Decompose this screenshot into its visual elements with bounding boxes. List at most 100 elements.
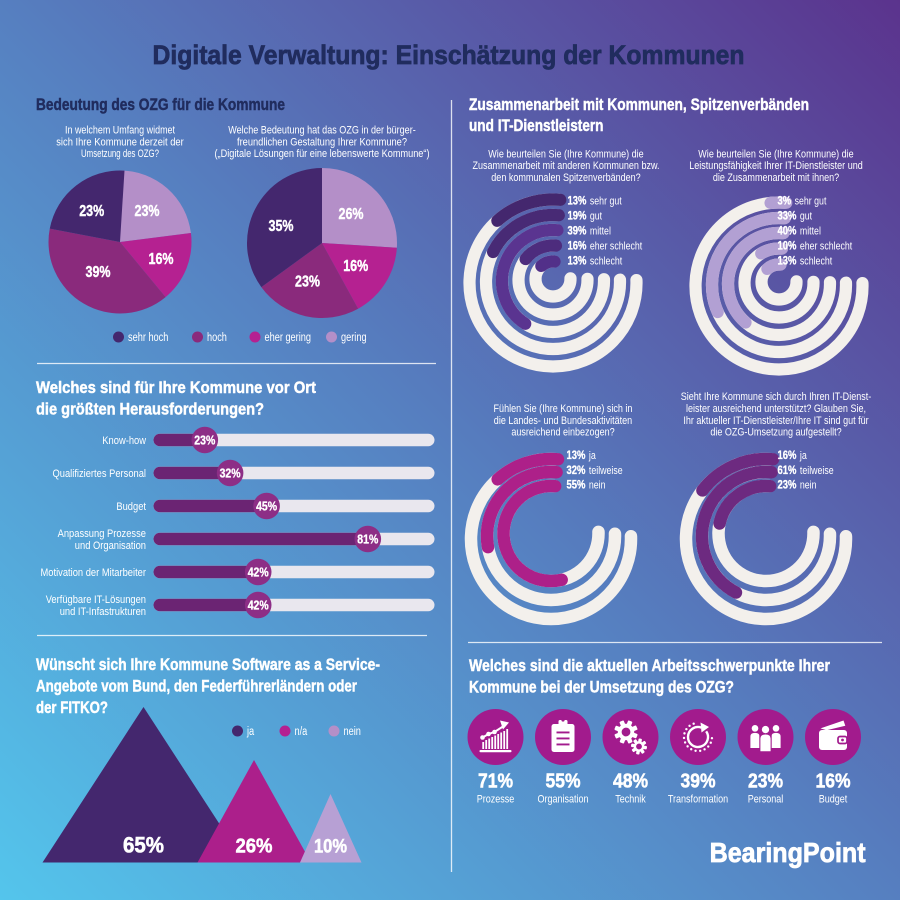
svg-text:16%: 16% xyxy=(778,450,797,462)
svg-text:61%: 61% xyxy=(778,465,797,477)
svg-text:eher schlecht: eher schlecht xyxy=(590,241,642,253)
svg-text:13%: 13% xyxy=(778,256,797,268)
svg-text:81%: 81% xyxy=(357,533,378,547)
svg-text:ja: ja xyxy=(588,450,596,462)
svg-text:Zusammenarbeit mit Kommunen, S: Zusammenarbeit mit Kommunen, Spitzenverb… xyxy=(469,95,809,114)
svg-text:teilweise: teilweise xyxy=(800,465,834,477)
svg-text:nein: nein xyxy=(800,480,817,492)
svg-text:eher gering: eher gering xyxy=(265,332,312,344)
svg-text:leister ausreichend unterstütz: leister ausreichend unterstützt? Glauben… xyxy=(686,403,866,415)
svg-text:Motivation der Mitarbeiter: Motivation der Mitarbeiter xyxy=(41,567,147,579)
svg-text:Wie beurteilen Sie (Ihre Kommu: Wie beurteilen Sie (Ihre Kommune) die xyxy=(698,148,853,160)
svg-text:Verfügbare IT-Lösungen: Verfügbare IT-Lösungen xyxy=(46,594,146,606)
svg-text:23%: 23% xyxy=(778,480,797,492)
svg-text:gering: gering xyxy=(341,332,367,344)
svg-text:freundlichen Gestaltung Ihrer: freundlichen Gestaltung Ihrer Kommune? xyxy=(237,136,407,148)
svg-text:55%: 55% xyxy=(567,480,586,492)
svg-text:mittel: mittel xyxy=(800,226,821,238)
svg-text:teilweise: teilweise xyxy=(589,465,623,477)
svg-text:Umsetzung des OZG?: Umsetzung des OZG? xyxy=(81,148,159,160)
svg-text:sehr gut: sehr gut xyxy=(590,196,622,208)
svg-text:10%: 10% xyxy=(314,837,347,858)
svg-text:und IT-Dienstleistern: und IT-Dienstleistern xyxy=(469,116,604,135)
svg-text:Bedeutung des OZG für die Komm: Bedeutung des OZG für die Kommune xyxy=(36,95,285,114)
svg-text:sich Ihre Kommune derzeit der: sich Ihre Kommune derzeit der xyxy=(56,136,184,148)
svg-text:Wünscht sich Ihre Kommune Soft: Wünscht sich Ihre Kommune Software as a … xyxy=(36,655,380,674)
svg-text:gut: gut xyxy=(800,211,812,223)
svg-text:und Organisation: und Organisation xyxy=(75,540,146,552)
svg-text:23%: 23% xyxy=(79,203,104,220)
svg-text:mittel: mittel xyxy=(590,226,611,238)
svg-text:16%: 16% xyxy=(568,241,587,253)
svg-text:schlecht: schlecht xyxy=(800,256,832,268)
svg-text:13%: 13% xyxy=(567,450,586,462)
svg-text:23%: 23% xyxy=(194,434,215,448)
svg-text:19%: 19% xyxy=(568,211,587,223)
svg-text:55%: 55% xyxy=(546,770,581,793)
svg-text:Sieht Ihre Kommune sich durch: Sieht Ihre Kommune sich durch Ihren IT-D… xyxy=(681,391,872,403)
svg-text:die Landes- und Bundesaktivitä: die Landes- und Bundesaktivitäten xyxy=(494,415,632,427)
svg-text:nein: nein xyxy=(589,480,606,492)
svg-text:nein: nein xyxy=(344,726,361,738)
svg-text:10%: 10% xyxy=(778,241,797,253)
svg-text:Leistungsfähigkeit Ihrer IT-Di: Leistungsfähigkeit Ihrer IT-Dienstleiste… xyxy=(689,160,863,172)
svg-text:und IT-Infastrukturen: und IT-Infastrukturen xyxy=(60,606,146,618)
svg-text:40%: 40% xyxy=(778,226,797,238)
svg-text:ja: ja xyxy=(246,726,254,738)
svg-text:Welches sind für Ihre Kommune: Welches sind für Ihre Kommune vor Ort xyxy=(36,378,316,397)
svg-text:65%: 65% xyxy=(123,833,164,858)
svg-text:schlecht: schlecht xyxy=(590,256,622,268)
svg-text:Wie beurteilen Sie (Ihre Kommu: Wie beurteilen Sie (Ihre Kommune) die xyxy=(488,148,643,160)
svg-text:BearingPoint: BearingPoint xyxy=(710,837,866,868)
svg-text:42%: 42% xyxy=(248,566,269,580)
svg-text:16%: 16% xyxy=(816,770,851,793)
svg-text:26%: 26% xyxy=(339,206,364,223)
svg-text:23%: 23% xyxy=(295,274,320,291)
svg-text:71%: 71% xyxy=(478,770,513,793)
svg-text:Budget: Budget xyxy=(116,501,146,513)
svg-text:Technik: Technik xyxy=(615,794,646,806)
svg-text:32%: 32% xyxy=(220,467,241,481)
svg-text:Know-how: Know-how xyxy=(102,435,146,447)
svg-text:Prozesse: Prozesse xyxy=(477,794,515,806)
svg-text:n/a: n/a xyxy=(295,726,308,738)
svg-text:13%: 13% xyxy=(568,256,587,268)
svg-text:den kommunalen Spitzenverbände: den kommunalen Spitzenverbänden? xyxy=(491,172,640,184)
svg-text:Welches sind die aktuellen Arb: Welches sind die aktuellen Arbeitsschwer… xyxy=(469,656,830,675)
svg-text:Digitale Verwaltung: Einschätz: Digitale Verwaltung: Einschätzung der Ko… xyxy=(153,40,745,70)
svg-text:Anpassung Prozesse: Anpassung Prozesse xyxy=(58,528,146,540)
svg-text:(„Digitale Lösungen für eine l: („Digitale Lösungen für eine lebenswerte… xyxy=(215,148,430,160)
svg-text:39%: 39% xyxy=(86,264,111,281)
svg-text:ja: ja xyxy=(799,450,807,462)
svg-text:23%: 23% xyxy=(748,770,783,793)
svg-text:Angebote vom Bund, den Federfü: Angebote vom Bund, den Federführerländer… xyxy=(36,677,357,696)
svg-text:der FITKO?: der FITKO? xyxy=(36,698,108,717)
svg-text:16%: 16% xyxy=(149,251,174,268)
svg-text:39%: 39% xyxy=(681,770,716,793)
svg-text:23%: 23% xyxy=(135,203,160,220)
svg-text:35%: 35% xyxy=(269,218,294,235)
svg-text:eher schlecht: eher schlecht xyxy=(800,241,852,253)
svg-text:Welche Bedeutung hat das OZG i: Welche Bedeutung hat das OZG in der bürg… xyxy=(228,125,416,137)
svg-text:Zusammenarbeit mit anderen Kom: Zusammenarbeit mit anderen Kommunen bzw. xyxy=(473,160,660,172)
svg-text:die größten Herausforderungen?: die größten Herausforderungen? xyxy=(36,400,264,419)
svg-text:45%: 45% xyxy=(256,500,277,514)
svg-text:die Zusammenarbeit mit ihnen?: die Zusammenarbeit mit ihnen? xyxy=(713,172,839,184)
svg-text:42%: 42% xyxy=(248,599,269,613)
svg-text:sehr hoch: sehr hoch xyxy=(128,332,168,344)
svg-text:13%: 13% xyxy=(568,196,587,208)
svg-text:Transformation: Transformation xyxy=(668,794,728,806)
svg-text:Fühlen Sie (Ihre Kommune) sich: Fühlen Sie (Ihre Kommune) sich in xyxy=(494,403,633,415)
svg-text:hoch: hoch xyxy=(207,332,227,344)
svg-text:33%: 33% xyxy=(778,211,797,223)
svg-text:In welchem Umfang widmet: In welchem Umfang widmet xyxy=(65,125,175,137)
svg-text:Ihr aktueller IT-Dienstleister: Ihr aktueller IT-Dienstleister/Ihre IT s… xyxy=(683,415,869,427)
svg-text:Budget: Budget xyxy=(819,794,848,806)
svg-text:3%: 3% xyxy=(778,196,792,208)
svg-text:48%: 48% xyxy=(613,770,648,793)
svg-text:Kommune bei der Umsetzung des: Kommune bei der Umsetzung des OZG? xyxy=(469,678,734,697)
svg-text:Personal: Personal xyxy=(748,794,784,806)
svg-text:Qualifiziertes Personal: Qualifiziertes Personal xyxy=(53,468,147,480)
svg-text:sehr gut: sehr gut xyxy=(795,196,827,208)
svg-text:16%: 16% xyxy=(343,258,368,275)
